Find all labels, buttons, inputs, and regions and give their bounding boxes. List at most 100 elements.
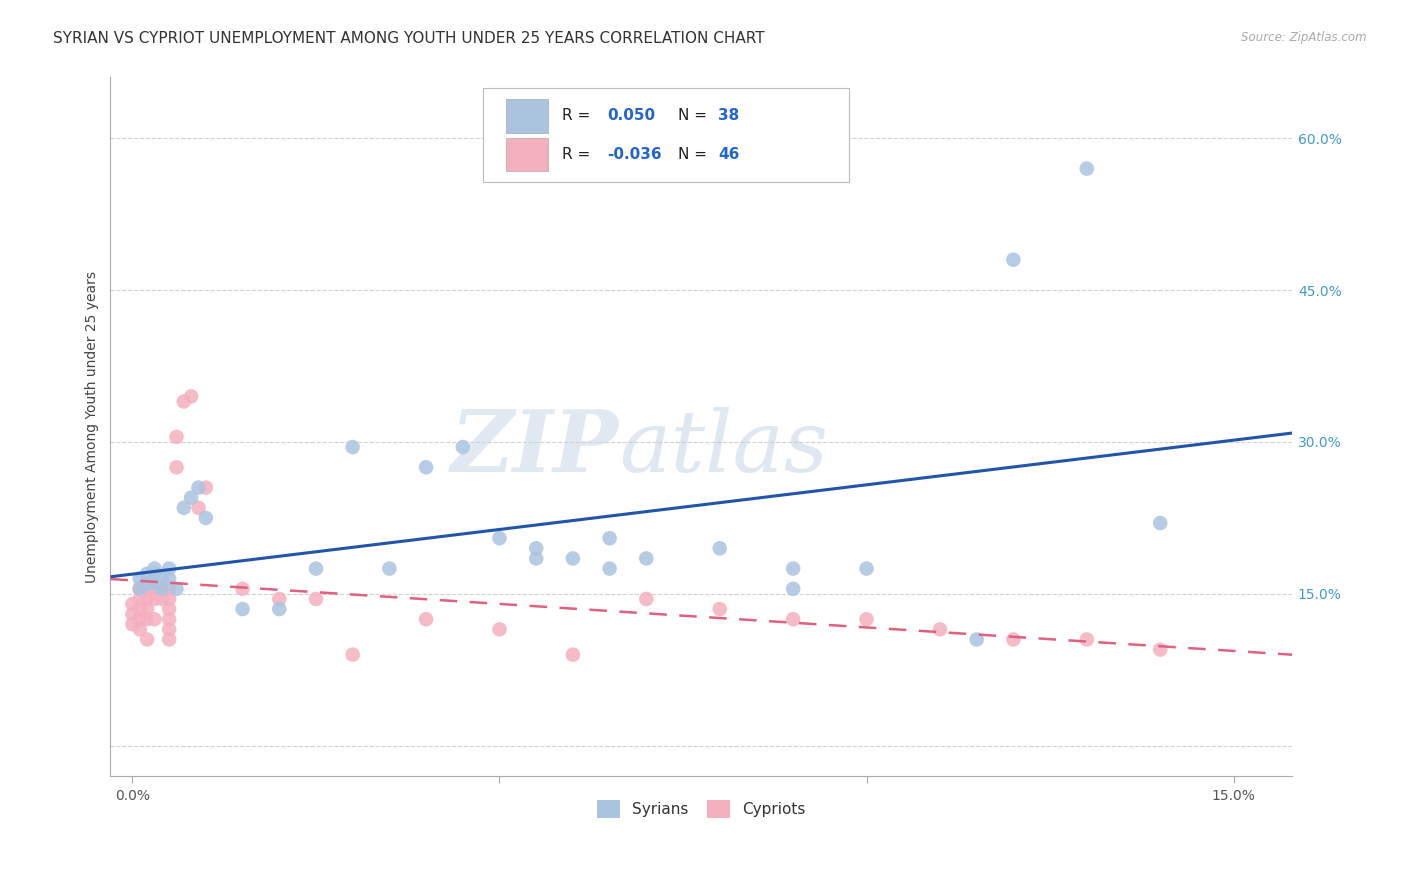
Point	[232, 602, 254, 616]
Point	[157, 572, 180, 586]
Point	[143, 566, 166, 581]
Point	[187, 481, 209, 495]
Point	[1002, 632, 1025, 647]
Point	[1149, 642, 1171, 657]
Point	[173, 394, 195, 409]
Point	[966, 632, 988, 647]
Point	[157, 561, 180, 575]
Point	[488, 623, 510, 637]
FancyBboxPatch shape	[506, 137, 548, 171]
Point	[157, 612, 180, 626]
Text: atlas: atlas	[619, 407, 828, 489]
Point	[232, 582, 254, 596]
FancyBboxPatch shape	[506, 99, 548, 133]
Point	[305, 591, 328, 606]
Point	[157, 602, 180, 616]
Y-axis label: Unemployment Among Youth under 25 years: Unemployment Among Youth under 25 years	[86, 271, 100, 582]
Point	[269, 591, 291, 606]
Point	[128, 582, 150, 596]
Text: 0.050: 0.050	[607, 108, 655, 123]
Point	[599, 531, 621, 545]
Legend: Syrians, Cypriots: Syrians, Cypriots	[591, 794, 811, 824]
Point	[561, 648, 583, 662]
Point	[378, 561, 401, 575]
Text: -0.036: -0.036	[607, 147, 661, 161]
Point	[157, 591, 180, 606]
Point	[636, 551, 658, 566]
Point	[1149, 516, 1171, 530]
Point	[128, 572, 150, 586]
Point	[136, 612, 159, 626]
Point	[157, 632, 180, 647]
Point	[636, 591, 658, 606]
Point	[157, 623, 180, 637]
Point	[128, 582, 150, 596]
Point	[128, 582, 150, 596]
Point	[150, 591, 173, 606]
Point	[180, 389, 202, 403]
Point	[128, 591, 150, 606]
Point	[121, 607, 143, 622]
Point	[305, 561, 328, 575]
Point	[173, 500, 195, 515]
Point	[929, 623, 952, 637]
Point	[121, 617, 143, 632]
Point	[166, 460, 188, 475]
Point	[150, 582, 173, 596]
Point	[187, 500, 209, 515]
Text: 38: 38	[718, 108, 740, 123]
Point	[599, 561, 621, 575]
Point	[1076, 632, 1098, 647]
Point	[150, 572, 173, 586]
Point	[524, 541, 547, 556]
Point	[709, 602, 731, 616]
Point	[451, 440, 474, 454]
Point	[782, 582, 804, 596]
Point	[166, 430, 188, 444]
Point	[855, 612, 877, 626]
Point	[121, 597, 143, 611]
Point	[342, 648, 364, 662]
Point	[269, 602, 291, 616]
Point	[150, 582, 173, 596]
Text: R =: R =	[562, 108, 595, 123]
FancyBboxPatch shape	[482, 88, 849, 182]
Point	[782, 612, 804, 626]
Point	[136, 591, 159, 606]
Point	[143, 612, 166, 626]
Text: ZIP: ZIP	[451, 406, 619, 490]
Point	[143, 582, 166, 596]
Point	[136, 632, 159, 647]
Point	[136, 602, 159, 616]
Point	[855, 561, 877, 575]
Point	[415, 460, 437, 475]
Point	[415, 612, 437, 626]
Point	[166, 582, 188, 596]
Text: N =: N =	[678, 108, 711, 123]
Point	[136, 576, 159, 591]
Point	[128, 612, 150, 626]
Point	[128, 623, 150, 637]
Text: 46: 46	[718, 147, 740, 161]
Text: SYRIAN VS CYPRIOT UNEMPLOYMENT AMONG YOUTH UNDER 25 YEARS CORRELATION CHART: SYRIAN VS CYPRIOT UNEMPLOYMENT AMONG YOU…	[53, 31, 765, 46]
Point	[561, 551, 583, 566]
Point	[782, 561, 804, 575]
Point	[1002, 252, 1025, 267]
Point	[180, 491, 202, 505]
Point	[136, 566, 159, 581]
Point	[709, 541, 731, 556]
Point	[194, 481, 217, 495]
Point	[1076, 161, 1098, 176]
Point	[342, 440, 364, 454]
Point	[143, 576, 166, 591]
Point	[488, 531, 510, 545]
Point	[157, 582, 180, 596]
Point	[143, 591, 166, 606]
Point	[194, 511, 217, 525]
Text: Source: ZipAtlas.com: Source: ZipAtlas.com	[1241, 31, 1367, 45]
Point	[128, 602, 150, 616]
Point	[143, 561, 166, 575]
Point	[136, 582, 159, 596]
Point	[524, 551, 547, 566]
Text: R =: R =	[562, 147, 595, 161]
